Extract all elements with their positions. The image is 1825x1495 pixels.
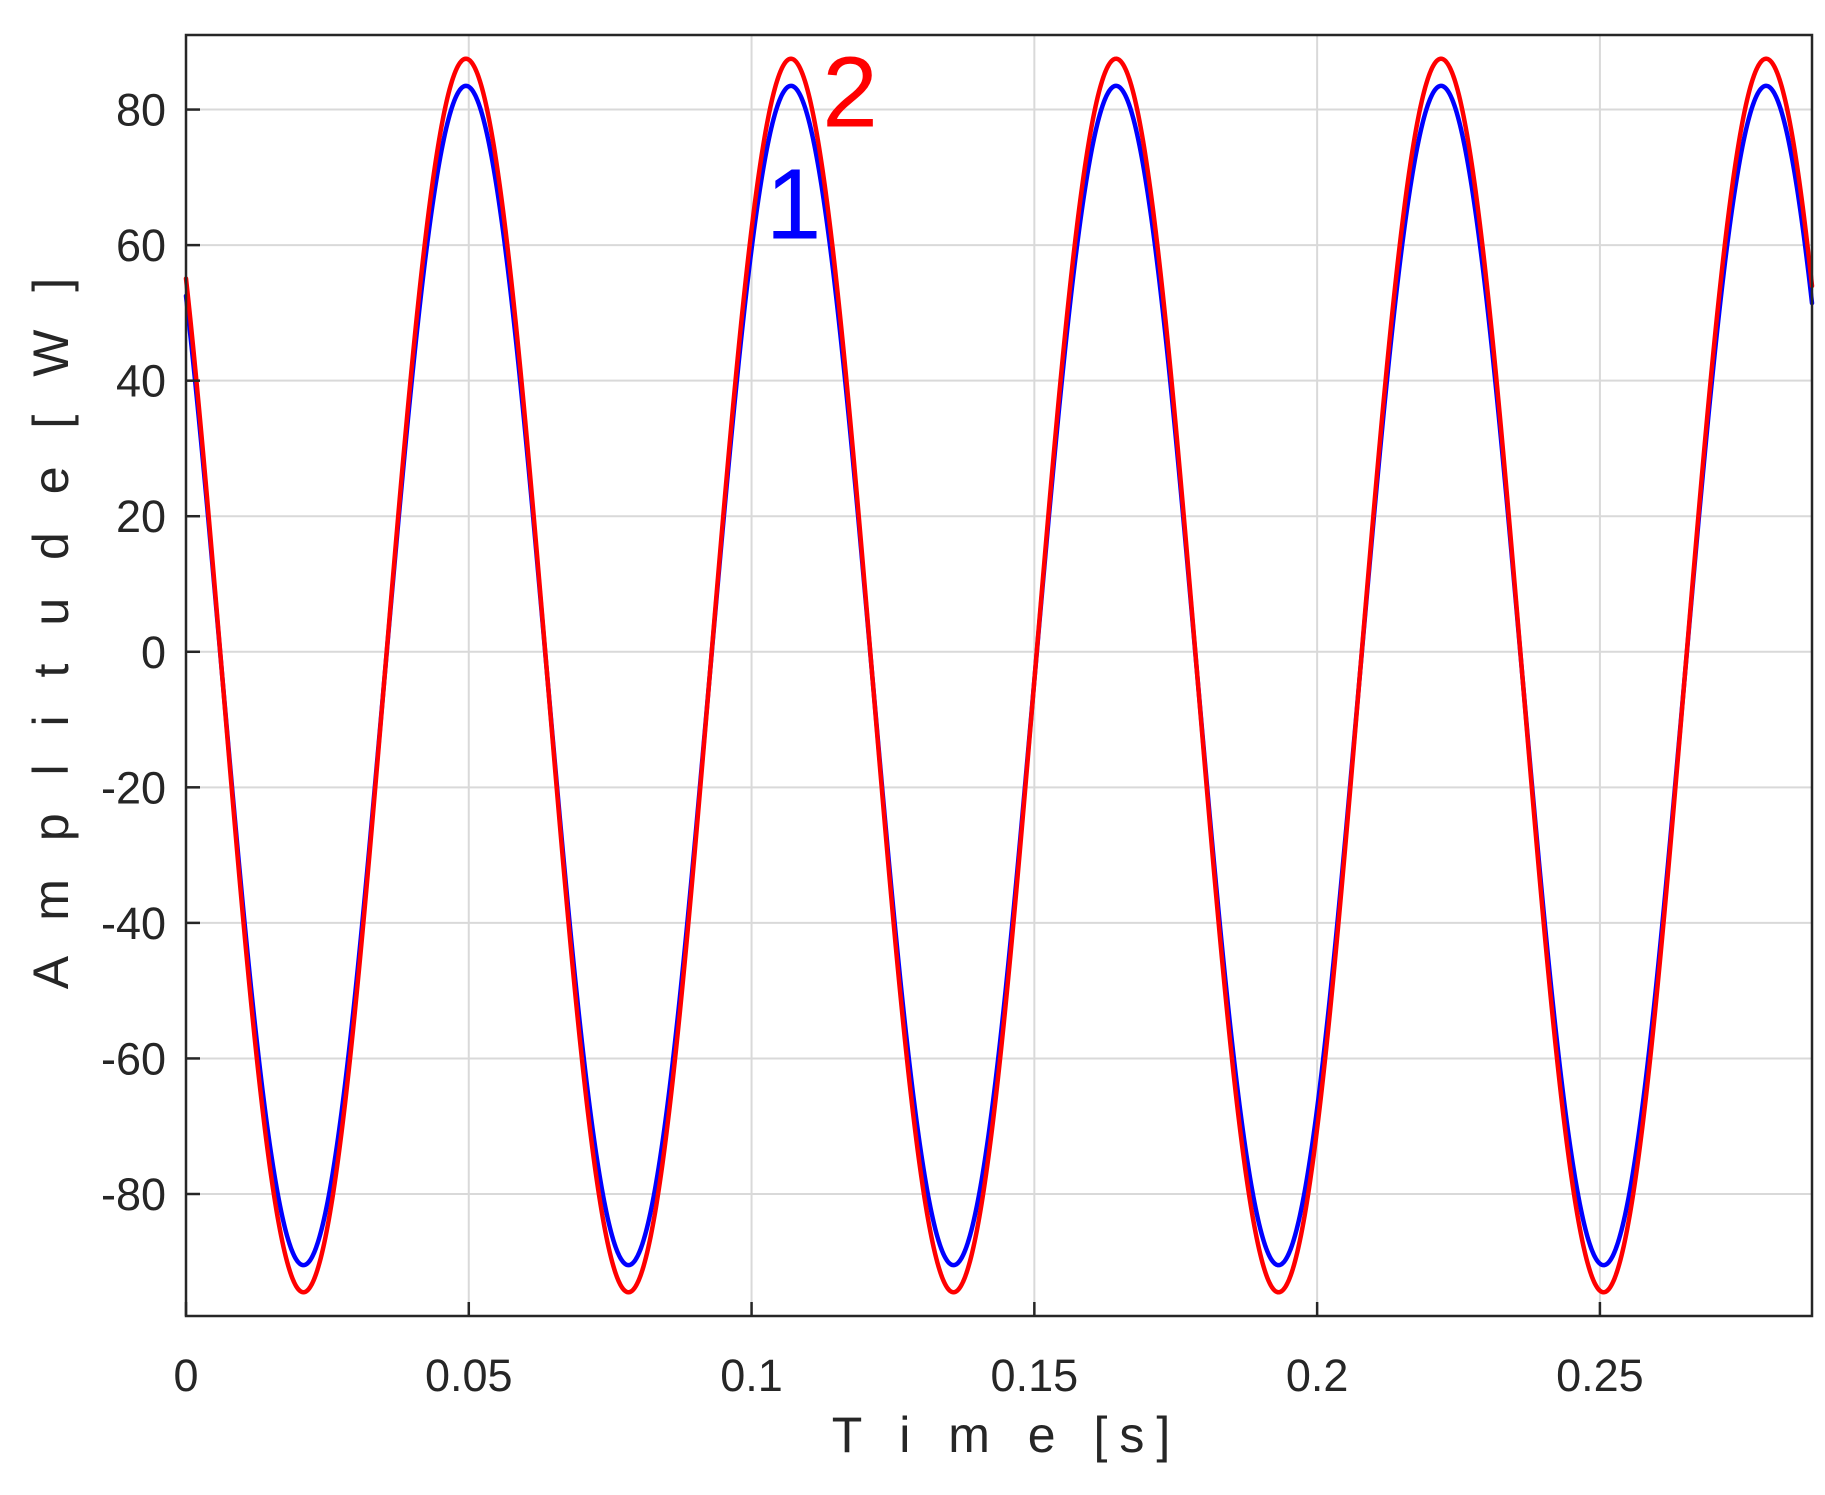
y-tick-label: 20: [116, 491, 166, 542]
y-tick-label: 60: [116, 220, 166, 271]
y-tick-label: 0: [141, 627, 166, 678]
y-tick-label: -60: [101, 1033, 166, 1084]
series-2-line: [183, 56, 1815, 1295]
x-axis-title: T i m e [s]: [832, 1407, 1183, 1463]
series-lines: [183, 56, 1815, 1295]
y-tick-label: 40: [116, 356, 166, 407]
plot-frame: [184, 33, 1814, 1318]
y-tick-label: -40: [101, 898, 166, 949]
x-tick-label: 0.15: [991, 1350, 1079, 1401]
x-tick-label: 0.2: [1286, 1350, 1349, 1401]
x-tick-label: 0: [173, 1350, 198, 1401]
x-tick-label: 0.25: [1556, 1350, 1644, 1401]
y-axis-title: A m p l i t u d e [ W ]: [23, 266, 79, 989]
y-tick-label: 80: [116, 85, 166, 136]
series-1-annotation: 1: [766, 148, 822, 260]
x-tick-label: 0.1: [720, 1350, 783, 1401]
y-tick-label: -20: [101, 762, 166, 813]
y-tick-label: -80: [101, 1169, 166, 1220]
grid-lines: [186, 35, 1812, 1316]
x-tick-label: 0.05: [425, 1350, 513, 1401]
series-2-annotation: 2: [822, 37, 878, 149]
tick-labels: 0 0.05 0.1 0.15 0.2 0.25 -80 -60 -40 -20 0 20 40 60 80: [101, 85, 1644, 1401]
